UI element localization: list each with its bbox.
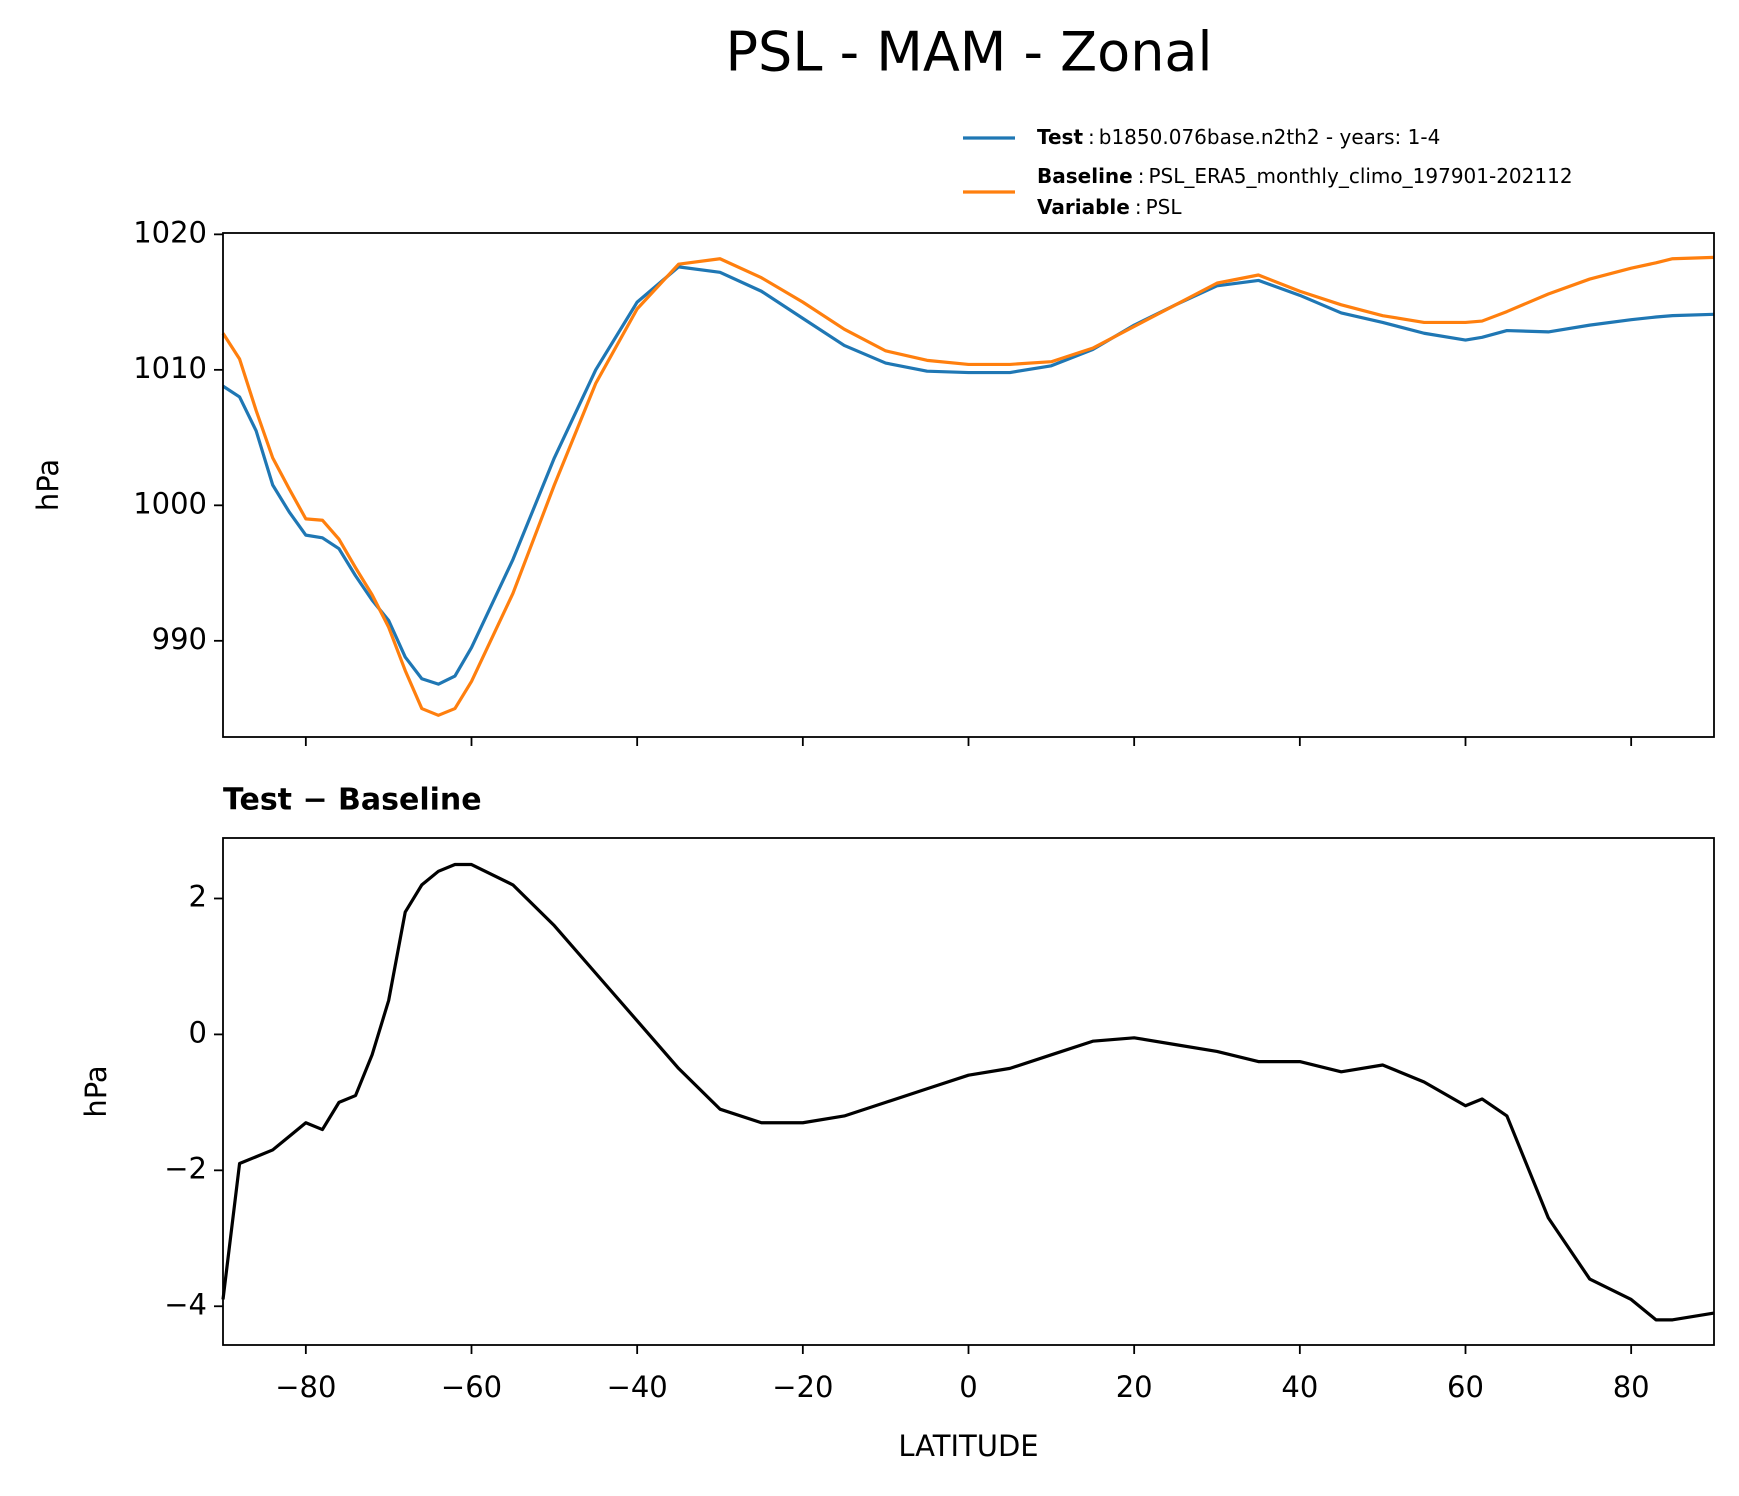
y-tick-label: −4 <box>164 1287 207 1321</box>
y-tick-label: −2 <box>164 1151 207 1185</box>
y-tick-label: 1020 <box>133 215 207 249</box>
x-tick-label: 0 <box>959 1370 977 1404</box>
legend-description: b1850.076base.n2th2 - years: 1-4 <box>1099 125 1441 149</box>
legend-text: Variable <box>1037 195 1130 219</box>
x-tick-label: −40 <box>607 1370 668 1404</box>
legend-description: PSL_ERA5_monthly_climo_197901-202112 <box>1148 164 1572 188</box>
legend-separator: : <box>1088 125 1095 149</box>
axes-title: Test − Baseline <box>223 783 482 818</box>
series-line <box>221 862 1715 1322</box>
y-tick-label: 0 <box>189 1015 207 1049</box>
axes-frame <box>222 837 1715 1346</box>
x-tick-label: 80 <box>1613 1370 1650 1404</box>
x-tick-label: −20 <box>772 1370 833 1404</box>
figure-title: PSL - MAM - Zonal <box>725 21 1212 84</box>
series-line <box>222 265 1715 686</box>
y-tick-label: 990 <box>152 622 207 656</box>
y-axis-label: hPa <box>79 1065 113 1117</box>
legend-separator: : <box>1138 164 1145 188</box>
x-axis-label: LATITUDE <box>898 1429 1038 1463</box>
x-tick-label: 60 <box>1447 1370 1484 1404</box>
legend-name: Test <box>1037 125 1083 149</box>
series-line <box>221 255 1715 717</box>
y-tick-label: 1010 <box>133 351 207 385</box>
x-tick-label: 40 <box>1281 1370 1318 1404</box>
y-tick-label: 1000 <box>133 486 207 520</box>
y-tick-label: 2 <box>189 879 207 913</box>
legend-entry: Variable: PSL <box>1037 195 1182 219</box>
legend-text: : <box>1135 195 1142 219</box>
legend-name: Baseline <box>1037 164 1133 188</box>
legend-entry: Baseline: PSL_ERA5_monthly_climo_197901-2… <box>1037 164 1573 188</box>
axes-frame <box>222 232 1715 738</box>
x-tick-label: −80 <box>275 1370 336 1404</box>
x-tick-label: 20 <box>1116 1370 1153 1404</box>
legend-text: PSL <box>1146 195 1183 219</box>
y-axis-label: hPa <box>31 459 65 511</box>
x-tick-label: −60 <box>441 1370 502 1404</box>
legend-entry: Test: b1850.076base.n2th2 - years: 1-4 <box>1037 125 1440 149</box>
